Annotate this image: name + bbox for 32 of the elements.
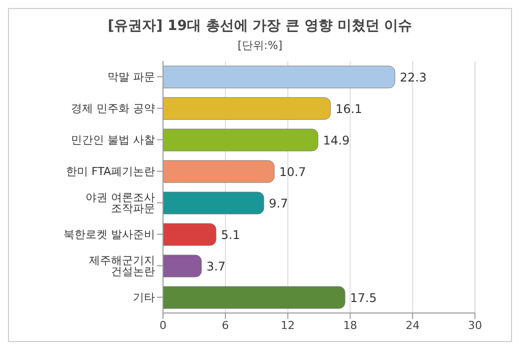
bar: [163, 160, 275, 183]
data-label: 16.1: [335, 102, 362, 116]
x-tick-label: 6: [222, 318, 229, 332]
data-label: 22.3: [400, 70, 427, 84]
y-tick-label: 한미 FTA폐기논란: [66, 165, 155, 178]
y-tick-label: 경제 민주화 공약: [71, 102, 155, 116]
data-label: 3.7: [206, 259, 226, 274]
y-tick-label: 기타: [133, 291, 155, 304]
data-label: 5.1: [221, 228, 240, 242]
x-tick-label: 18: [343, 318, 358, 332]
x-tick-label: 0: [160, 318, 166, 332]
x-tick-label: 12: [280, 318, 295, 332]
y-tick-label: 민간인 불법 사찰: [71, 134, 155, 147]
chart-subtitle: [단위:%]: [236, 38, 284, 53]
bar: [163, 192, 264, 214]
y-tick-label: 막말 파문: [108, 70, 155, 84]
data-label: 9.7: [268, 196, 288, 210]
bar: [163, 97, 331, 120]
y-tick-label: 북한로켓 발사준비: [64, 228, 155, 242]
bar: [163, 286, 346, 309]
bar: [163, 254, 202, 278]
bar: [163, 223, 216, 246]
y-tick-label: 제주해군기지 건설논란: [89, 254, 155, 278]
x-tick-label: 30: [468, 318, 482, 332]
data-label: 17.5: [350, 290, 377, 305]
chart-title: [유권자] 19대 총선에 가장 큰 영향 미쳤던 이슈: [106, 17, 414, 35]
y-tick-label: 야권 여론조사 조작파문: [86, 191, 155, 216]
data-label: 10.7: [279, 164, 306, 179]
bar: [163, 128, 318, 152]
x-tick-label: 24: [406, 318, 420, 332]
bar: [163, 66, 396, 88]
data-label: 14.9: [322, 133, 350, 148]
